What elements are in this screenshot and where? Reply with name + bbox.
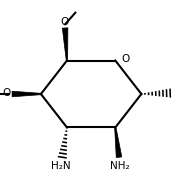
Polygon shape [115,127,122,158]
Text: H₂N: H₂N [51,161,70,171]
Polygon shape [62,28,68,61]
Polygon shape [12,91,41,97]
Text: NH₂: NH₂ [110,161,130,171]
Text: O: O [3,88,11,98]
Text: O: O [60,17,68,27]
Text: O: O [122,54,130,64]
